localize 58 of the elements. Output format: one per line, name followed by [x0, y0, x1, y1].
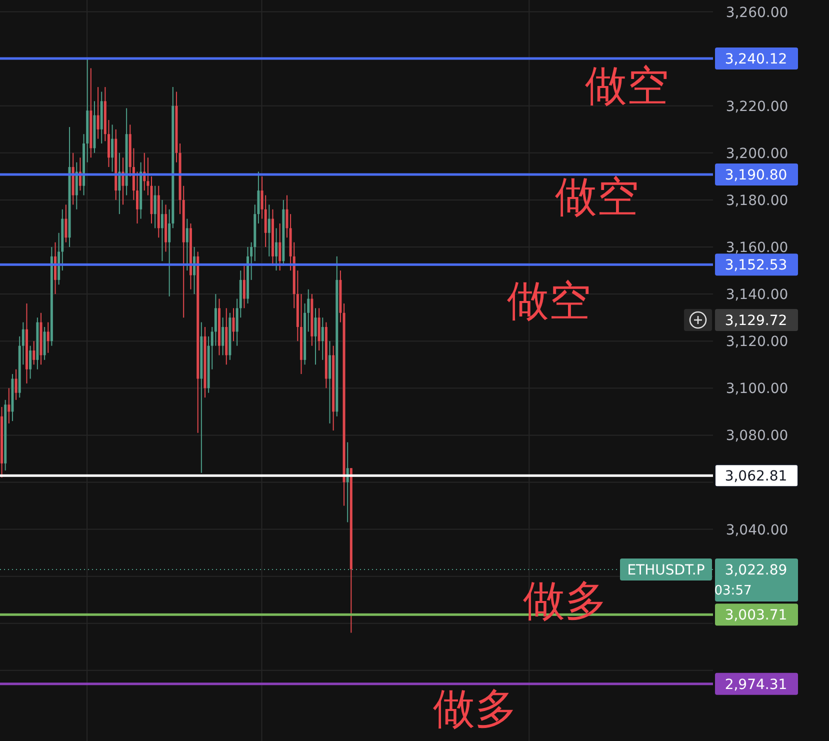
ref-line-label: 3,062.81	[724, 468, 788, 485]
ref-line-label: 3,152.53	[724, 258, 788, 274]
ref-line-label: 3,003.71	[724, 608, 788, 624]
candlestick	[278, 222, 282, 272]
annotation: 做空	[555, 172, 639, 221]
y-tick-label: 3,220.00	[726, 98, 788, 115]
ref-line-label: 2,974.31	[724, 676, 788, 693]
annotation: 做空	[507, 276, 591, 325]
y-tick-label: 3,180.00	[726, 192, 788, 209]
y-tick-label: 3,200.00	[726, 146, 788, 162]
y-tick-label: 3,100.00	[726, 381, 788, 398]
price-label: 3,152.53	[715, 254, 798, 276]
candlestick	[275, 228, 278, 272]
price-label: 3,003.71	[715, 604, 798, 626]
y-tick-label: 3,160.00	[726, 240, 788, 256]
candlestick	[64, 204, 68, 243]
candlestick	[242, 265, 246, 309]
y-tick-label: 3,040.00	[726, 522, 788, 538]
candlestick	[214, 294, 217, 346]
text: 03:57	[714, 584, 752, 599]
candlestick	[146, 157, 150, 196]
candlestick	[14, 368, 18, 400]
annotation: 做多	[523, 576, 607, 625]
candlestick	[222, 317, 224, 356]
candlestick	[8, 388, 10, 424]
price-label: 2,974.31	[715, 672, 798, 695]
candlestick	[46, 322, 50, 354]
y-tick-label: 3,260.00	[726, 4, 788, 21]
candlestick	[328, 340, 332, 424]
candlestick	[111, 124, 114, 172]
annotation: 做多	[433, 684, 517, 733]
annotation: ETHUSDT.P	[627, 562, 705, 579]
crosshair-price-label: 3,129.72	[715, 309, 798, 331]
candlestick	[96, 86, 100, 140]
candlestick	[232, 308, 235, 342]
candlestick	[32, 340, 36, 366]
ref-line-label: 3,190.80	[724, 168, 788, 184]
y-tick-label: 3,140.00	[726, 287, 788, 304]
price-label: 3,190.80	[715, 164, 798, 186]
candlestick	[136, 171, 138, 224]
candlestick	[154, 185, 156, 229]
annotation: 做空	[585, 61, 669, 110]
candlestick	[286, 194, 288, 238]
candlestick	[29, 345, 32, 380]
candlestick	[318, 308, 320, 352]
candlestick	[264, 194, 267, 248]
candlestick	[160, 199, 164, 262]
price-label: 3,062.81	[714, 464, 798, 488]
candlestick	[321, 317, 324, 360]
candlestick	[314, 308, 317, 366]
y-tick-label: 3,120.00	[726, 334, 788, 350]
ref-line-label: 3,240.12	[724, 52, 788, 68]
ref-line-label: 3,022.89	[724, 562, 788, 579]
y-tick-label: 3,080.00	[726, 428, 788, 444]
candlestick	[186, 218, 188, 272]
candlestick	[43, 326, 46, 360]
candlestick	[268, 204, 270, 257]
price-label: 3,240.12	[715, 48, 798, 70]
